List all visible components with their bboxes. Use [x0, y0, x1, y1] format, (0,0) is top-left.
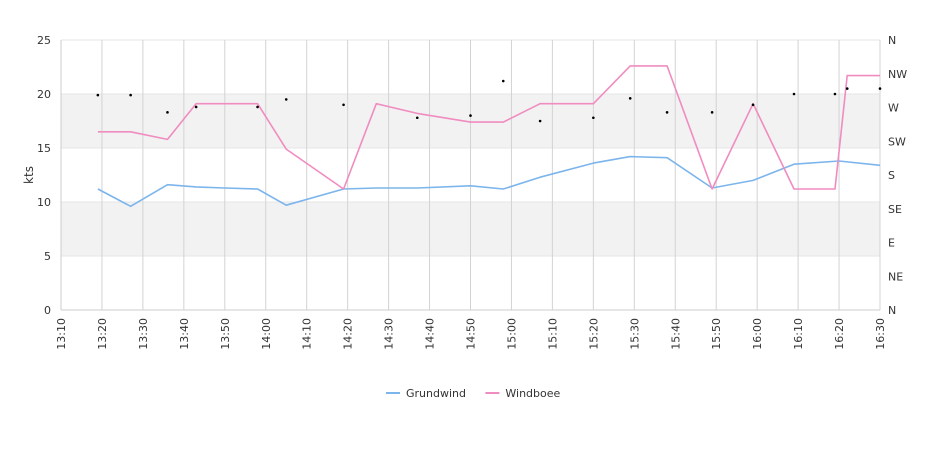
x-tick-label: 15:10: [546, 318, 559, 350]
x-tick-label: 13:40: [178, 318, 191, 350]
direction-point: [129, 93, 132, 97]
direction-tick-label: NW: [888, 68, 907, 81]
direction-point: [628, 97, 632, 100]
direction-point: [96, 93, 100, 97]
direction-point: [665, 111, 669, 114]
x-tick-label: 13:10: [55, 318, 68, 350]
direction-point: [256, 105, 259, 109]
direction-point: [878, 87, 882, 90]
direction-point: [710, 111, 714, 114]
direction-tick-label: S: [888, 169, 895, 182]
direction-tick-label: W: [888, 102, 899, 115]
x-tick-label: 16:30: [874, 318, 887, 350]
direction-tick-label: E: [888, 237, 895, 250]
x-tick-label: 15:40: [669, 318, 682, 350]
y-tick-label: 15: [37, 142, 51, 155]
direction-point: [592, 116, 595, 120]
x-tick-label: 16:10: [792, 318, 805, 350]
direction-point: [166, 111, 169, 114]
direction-tick-label: SW: [888, 135, 906, 148]
y-tick-label: 10: [37, 196, 51, 209]
legend-label-windboee: Windboee: [505, 387, 560, 400]
direction-point: [845, 87, 849, 90]
x-tick-label: 14:20: [342, 318, 355, 350]
x-tick-label: 15:50: [710, 318, 723, 350]
x-tick-label: 14:00: [260, 318, 273, 350]
direction-point: [342, 103, 345, 107]
direction-point: [501, 79, 505, 83]
x-tick-label: 13:50: [219, 318, 232, 350]
legend-label-grundwind: Grundwind: [406, 387, 466, 400]
direction-point: [415, 116, 419, 120]
x-tick-label: 14:50: [465, 318, 478, 350]
direction-point: [284, 98, 288, 101]
direction-tick-label: N: [888, 34, 896, 47]
direction-point: [538, 119, 542, 123]
x-tick-label: 13:30: [137, 318, 150, 350]
x-tick-label: 16:00: [751, 318, 764, 350]
series-line-windboee: [97, 65, 880, 190]
direction-point: [751, 103, 755, 107]
x-tick-label: 15:30: [628, 318, 641, 350]
x-tick-label: 14:10: [301, 318, 314, 350]
direction-point: [792, 92, 796, 96]
series-line-grundwind: [97, 155, 881, 208]
x-tick-label: 15:00: [505, 318, 518, 350]
x-tick-label: 14:40: [424, 318, 437, 350]
direction-tick-label: SE: [888, 203, 902, 216]
direction-tick-label: NE: [888, 270, 903, 283]
y-tick-label: 0: [44, 304, 51, 317]
direction-point: [469, 114, 472, 117]
y-tick-label: 20: [37, 88, 51, 101]
x-tick-label: 15:20: [587, 318, 600, 350]
direction-point: [194, 105, 198, 109]
direction-point: [833, 92, 837, 96]
x-tick-label: 13:20: [96, 318, 109, 350]
y-tick-label: 5: [44, 250, 51, 263]
y-axis-title: kts: [22, 166, 36, 184]
direction-tick-label: N: [888, 304, 896, 317]
y-tick-label: 25: [37, 34, 51, 47]
x-tick-label: 16:20: [833, 318, 846, 350]
x-tick-label: 14:30: [383, 318, 396, 350]
